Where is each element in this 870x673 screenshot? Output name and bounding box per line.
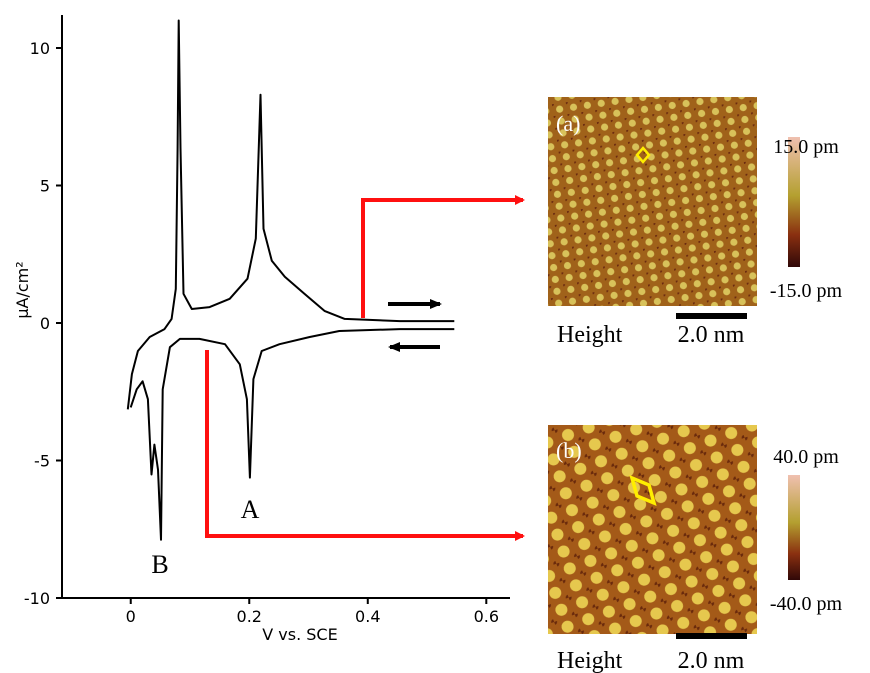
x-tick-label: 0.4 <box>355 607 380 626</box>
y-tick-label: 5 <box>40 177 50 196</box>
y-tick-label: 10 <box>30 39 50 58</box>
scale-bar <box>676 313 747 319</box>
colorbar <box>788 137 800 267</box>
channel-label: Height <box>557 322 623 348</box>
afm-image <box>548 425 757 634</box>
scale-bar-label: 2.0 nm <box>678 648 745 673</box>
x-axis-label: V vs. SCE <box>262 625 337 644</box>
peak-label: A <box>241 495 260 524</box>
colorbar-min: -15.0 pm <box>770 280 843 302</box>
y-tick-label: -10 <box>24 589 50 608</box>
red-arrow <box>361 195 525 318</box>
x-tick-label: 0.6 <box>474 607 499 626</box>
cv-plot: 10 5 0 -5 -10 0 0.2 0.4 0.6 <box>24 15 510 626</box>
scale-bar <box>676 633 747 639</box>
x-tick-label: 0 <box>126 607 136 626</box>
scale-bar-label: 2.0 nm <box>678 322 745 348</box>
colorbar-max: 15.0 pm <box>773 136 839 158</box>
y-tick-label: 0 <box>40 314 50 333</box>
red-arrow <box>205 350 525 541</box>
colorbar-min: -40.0 pm <box>770 593 843 615</box>
peak-label: B <box>151 550 168 579</box>
afm-image <box>548 97 757 306</box>
unit-cell <box>635 146 651 164</box>
afm-panel-b: (b) 40.0 pm -40.0 pm Height 2.0 nm <box>548 425 843 673</box>
cv-curve <box>129 328 455 541</box>
colorbar <box>788 475 800 580</box>
afm-panel-a: (a) 15.0 pm -15.0 pm Height 2.0 nm <box>548 97 843 348</box>
channel-label: Height <box>557 648 623 673</box>
panel-label: (b) <box>556 438 582 463</box>
cv-curve <box>126 19 455 410</box>
y-axis-label: μA/cm² <box>13 261 32 318</box>
unit-cell <box>629 475 657 506</box>
x-tick-label: 0.2 <box>237 607 262 626</box>
y-tick-label: -5 <box>34 452 50 471</box>
colorbar-max: 40.0 pm <box>773 446 839 468</box>
panel-label: (a) <box>556 111 580 136</box>
